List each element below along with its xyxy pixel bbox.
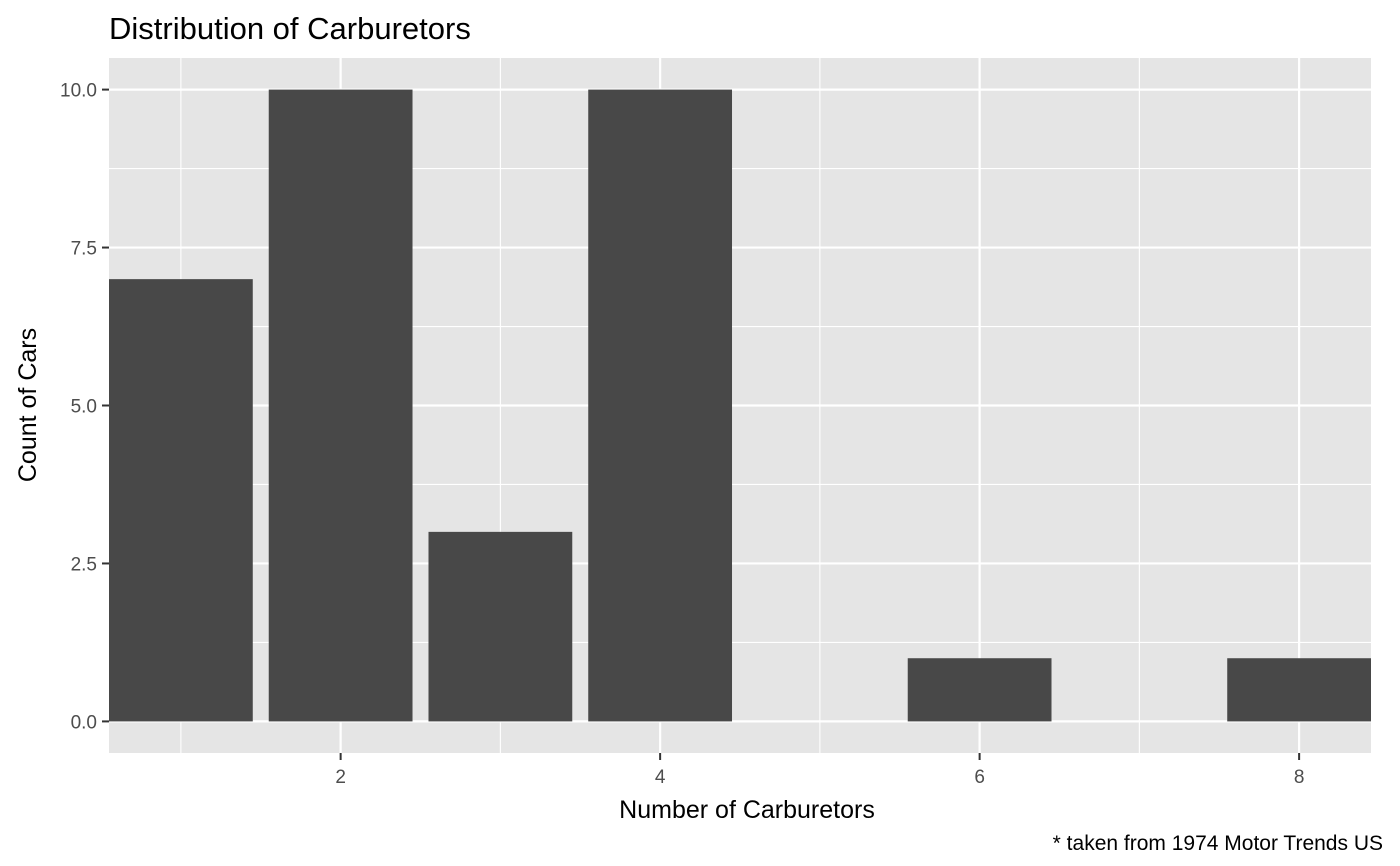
- y-tick-label: 10.0: [60, 81, 97, 102]
- chart-caption: * taken from 1974 Motor Trends US: [1053, 832, 1383, 855]
- x-axis: 2 4 6 8: [335, 753, 1304, 788]
- y-tick-label: 7.5: [71, 239, 97, 260]
- bar-carb-1: [109, 279, 253, 722]
- x-axis-title: Number of Carburetors: [619, 796, 875, 824]
- bar-carb-2: [268, 89, 413, 722]
- x-tick-label: 6: [974, 767, 985, 788]
- x-tick-label: 4: [655, 767, 666, 788]
- y-tick-label: 5.0: [71, 397, 97, 418]
- bars: [109, 89, 1371, 722]
- bar-carb-6: [907, 658, 1052, 722]
- y-tick-label: 0.0: [71, 712, 97, 733]
- y-tick-label: 2.5: [71, 554, 97, 575]
- y-axis: 0.0 2.5 5.0 7.5 10.0: [60, 81, 109, 733]
- bar-carb-3: [428, 531, 573, 722]
- y-axis-title: Count of Cars: [14, 328, 42, 482]
- bar-carb-4: [588, 89, 733, 722]
- bar-carb-8: [1227, 658, 1371, 722]
- chart-title: Distribution of Carburetors: [109, 11, 471, 46]
- x-tick-label: 2: [335, 767, 346, 788]
- x-tick-label: 8: [1294, 767, 1305, 788]
